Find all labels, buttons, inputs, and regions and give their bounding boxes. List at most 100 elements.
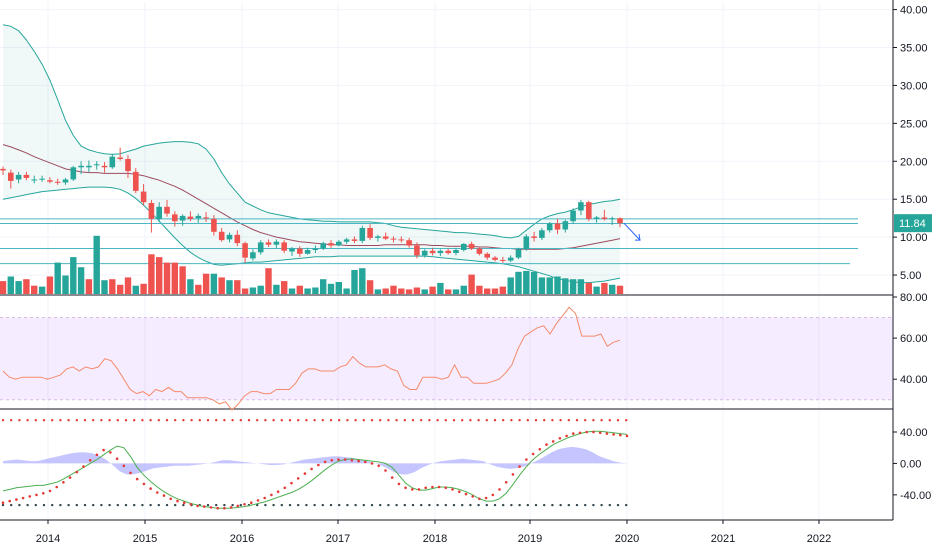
- candle-body[interactable]: [23, 174, 30, 178]
- macd-signal-dot: [464, 492, 468, 496]
- macd-level-dot: [92, 419, 95, 422]
- candle-body[interactable]: [218, 231, 225, 241]
- candle-body[interactable]: [70, 167, 77, 180]
- candle-body[interactable]: [281, 242, 287, 251]
- candle-body[interactable]: [101, 165, 108, 168]
- candle-body[interactable]: [382, 236, 389, 239]
- candle-body[interactable]: [203, 217, 209, 219]
- candle-body[interactable]: [78, 165, 84, 168]
- price-axis-label: 5.00: [900, 270, 921, 282]
- candle-body[interactable]: [617, 218, 623, 224]
- candle-body[interactable]: [562, 221, 569, 230]
- candle-body[interactable]: [328, 243, 334, 246]
- candle-body[interactable]: [304, 250, 311, 254]
- volume-bar: [7, 276, 14, 294]
- candle-body[interactable]: [148, 203, 155, 219]
- volume-bar: [31, 285, 38, 294]
- candle-body[interactable]: [546, 223, 553, 231]
- macd-signal-dot: [397, 482, 401, 486]
- candle-body[interactable]: [62, 179, 69, 183]
- candle-body[interactable]: [601, 217, 608, 219]
- candle-body[interactable]: [593, 217, 600, 219]
- macd-level-dot: [485, 503, 488, 507]
- candle-body[interactable]: [390, 238, 397, 240]
- candle-body[interactable]: [476, 248, 483, 254]
- candle-body[interactable]: [570, 210, 576, 222]
- candle-body[interactable]: [609, 218, 615, 220]
- candle-body[interactable]: [461, 243, 467, 250]
- macd-signal-dot: [417, 488, 421, 491]
- candle-body[interactable]: [265, 242, 272, 245]
- macd-level-dot: [116, 419, 120, 422]
- candle-body[interactable]: [554, 223, 561, 230]
- candle-body[interactable]: [226, 234, 233, 240]
- candle-body[interactable]: [312, 248, 319, 251]
- candle-body[interactable]: [125, 159, 131, 172]
- candle-body[interactable]: [468, 243, 475, 249]
- candle-body[interactable]: [343, 239, 350, 242]
- candle-body[interactable]: [297, 248, 303, 254]
- candle-body[interactable]: [31, 179, 37, 181]
- candle-body[interactable]: [586, 202, 592, 219]
- macd-signal-dot: [290, 481, 293, 485]
- candle-body[interactable]: [8, 172, 14, 181]
- candle-body[interactable]: [187, 216, 194, 219]
- candle-body[interactable]: [359, 228, 366, 241]
- candle-body[interactable]: [54, 181, 61, 183]
- candle-body[interactable]: [0, 168, 6, 171]
- candle-body[interactable]: [367, 228, 373, 238]
- candle-body[interactable]: [507, 257, 514, 261]
- candle-body[interactable]: [515, 249, 522, 258]
- candle-body[interactable]: [421, 250, 428, 256]
- candle-body[interactable]: [250, 252, 256, 259]
- candle-body[interactable]: [164, 206, 170, 214]
- candle-body[interactable]: [242, 243, 248, 258]
- candle-body[interactable]: [539, 230, 545, 238]
- candle-body[interactable]: [257, 242, 264, 253]
- candle-body[interactable]: [140, 191, 147, 203]
- candle-body[interactable]: [531, 236, 537, 238]
- candle-body[interactable]: [211, 218, 217, 232]
- candle-body[interactable]: [500, 259, 506, 261]
- candle-body[interactable]: [406, 240, 412, 246]
- candle-body[interactable]: [437, 250, 444, 254]
- candle-body[interactable]: [86, 165, 92, 168]
- candle-body[interactable]: [414, 245, 420, 256]
- candle-body[interactable]: [93, 164, 100, 166]
- candle-body[interactable]: [289, 248, 295, 252]
- candle-body[interactable]: [578, 202, 584, 211]
- candle-body[interactable]: [320, 243, 326, 249]
- candle-body[interactable]: [117, 157, 123, 160]
- candle-body[interactable]: [429, 250, 436, 254]
- candle-body[interactable]: [445, 250, 451, 254]
- candle-body[interactable]: [15, 174, 22, 180]
- candle-body[interactable]: [195, 215, 202, 219]
- candle-body[interactable]: [484, 253, 490, 258]
- candle-body[interactable]: [39, 178, 45, 180]
- macd-level-dot: [395, 503, 398, 507]
- candle-body[interactable]: [47, 180, 53, 182]
- candle-body[interactable]: [156, 206, 162, 219]
- candle-body[interactable]: [336, 241, 342, 246]
- candle-body[interactable]: [179, 215, 186, 221]
- macd-pane[interactable]: [1, 419, 629, 510]
- candle-body[interactable]: [492, 257, 498, 260]
- candle-body[interactable]: [453, 250, 459, 253]
- macd-signal-dot: [364, 460, 367, 464]
- candle-body[interactable]: [109, 156, 116, 168]
- candle-body[interactable]: [523, 236, 530, 250]
- candle-body[interactable]: [351, 239, 358, 241]
- candle-body[interactable]: [398, 239, 405, 241]
- rsi-pane[interactable]: [0, 306, 893, 411]
- candle-body[interactable]: [133, 171, 139, 191]
- candle-body[interactable]: [172, 214, 178, 222]
- macd-signal-dot: [598, 431, 602, 435]
- candle-body[interactable]: [273, 241, 280, 245]
- volume-bar: [327, 283, 335, 294]
- price-pane[interactable]: [0, 24, 858, 294]
- candle-body[interactable]: [234, 234, 241, 244]
- volume-bar: [312, 287, 319, 294]
- candle-body[interactable]: [375, 236, 381, 238]
